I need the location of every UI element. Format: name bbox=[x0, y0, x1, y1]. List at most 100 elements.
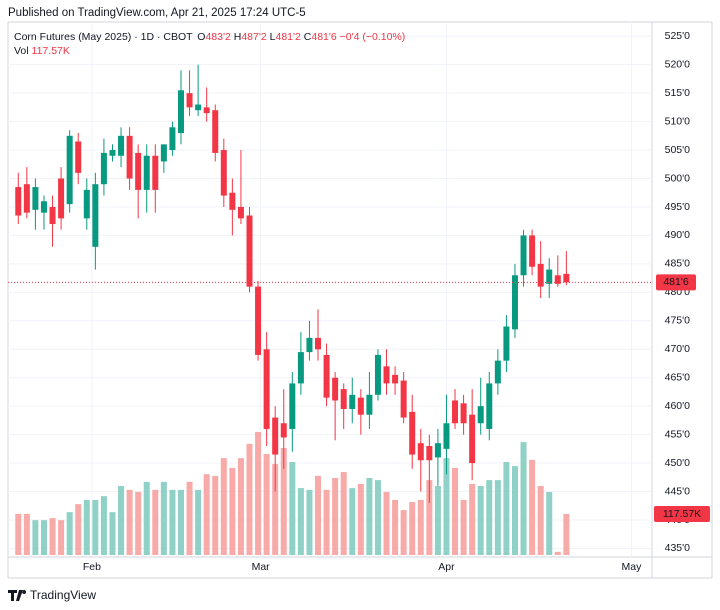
candle-body bbox=[460, 403, 467, 424]
candle-body bbox=[477, 406, 484, 424]
volume-bar bbox=[529, 459, 536, 555]
volume-bar bbox=[66, 512, 73, 555]
volume-bar bbox=[255, 432, 262, 555]
x-tick-label: Apr bbox=[438, 561, 455, 573]
candle-body bbox=[143, 155, 150, 190]
volume-bar bbox=[315, 475, 322, 555]
volume-bar bbox=[452, 467, 459, 555]
brand: TradingView bbox=[8, 588, 96, 602]
candle-body bbox=[494, 360, 501, 384]
volume-bar bbox=[237, 458, 244, 555]
volume-bar bbox=[177, 489, 184, 555]
candle-body bbox=[315, 337, 322, 350]
legend-label: O bbox=[197, 31, 205, 43]
candle-body bbox=[280, 423, 287, 438]
volume-bar bbox=[289, 461, 296, 555]
volume-bar bbox=[306, 489, 313, 555]
plot: 435'0440'0445'0450'0455'0460'0465'0470'0… bbox=[8, 22, 690, 573]
candle-body bbox=[452, 400, 459, 424]
candle-body bbox=[263, 349, 270, 429]
brand-name: TradingView bbox=[30, 588, 96, 602]
candle-body bbox=[66, 135, 73, 205]
candle-body bbox=[306, 337, 313, 353]
volume-bar bbox=[118, 486, 125, 555]
legend-label: H bbox=[234, 31, 242, 43]
volume-bar bbox=[109, 512, 116, 555]
x-tick-label: May bbox=[622, 561, 643, 573]
y-tick-label: 520'0 bbox=[665, 58, 691, 70]
y-tick-label: 470'0 bbox=[665, 343, 691, 355]
legend-change: −0'4 (−0.10%) bbox=[340, 31, 406, 43]
volume-bar bbox=[32, 520, 39, 555]
volume-bar bbox=[195, 489, 202, 555]
candle-body bbox=[374, 354, 381, 395]
volume-bar bbox=[537, 486, 544, 555]
volume-bar bbox=[357, 483, 364, 555]
y-tick-label: 505'0 bbox=[665, 144, 691, 156]
candle-body bbox=[289, 383, 296, 429]
x-tick-label: Mar bbox=[252, 561, 271, 573]
volume-bar bbox=[58, 520, 65, 555]
y-tick-label: 465'0 bbox=[665, 371, 691, 383]
candle-body bbox=[100, 152, 107, 185]
volume-bar bbox=[349, 488, 356, 555]
candle-body bbox=[434, 443, 441, 458]
candle-body bbox=[32, 187, 39, 210]
candle-body bbox=[186, 93, 193, 108]
y-tick-label: 510'0 bbox=[665, 115, 691, 127]
volume-bar bbox=[203, 474, 210, 555]
candle-body bbox=[554, 275, 561, 284]
y-tick-label: 485'0 bbox=[665, 258, 691, 270]
candle-body bbox=[152, 155, 159, 190]
candle-body bbox=[229, 192, 236, 210]
candle-body bbox=[426, 446, 433, 461]
volume-bar bbox=[126, 489, 133, 555]
volume-tag bbox=[654, 506, 710, 523]
volume-bar bbox=[169, 489, 176, 555]
volume-legend: Vol 117.57K bbox=[14, 45, 70, 57]
legend-label: L bbox=[270, 31, 276, 43]
legend-label: Vol bbox=[14, 45, 29, 57]
brand-logo bbox=[8, 590, 27, 601]
candle-body bbox=[366, 394, 373, 415]
candle-body bbox=[409, 411, 416, 455]
volume-bar bbox=[409, 502, 416, 555]
candle-body bbox=[469, 414, 476, 464]
candle-body bbox=[58, 178, 65, 219]
volume-bar bbox=[434, 486, 441, 555]
volume-bar bbox=[383, 491, 390, 555]
volume-bar bbox=[40, 520, 47, 555]
candle-body bbox=[23, 184, 30, 213]
candle-body bbox=[272, 417, 279, 455]
x-tick-label: Feb bbox=[83, 561, 101, 573]
volume-bar bbox=[486, 480, 493, 555]
candle-body bbox=[400, 380, 407, 418]
candle-body bbox=[246, 215, 253, 287]
volume-bar bbox=[220, 458, 227, 555]
volume-bar bbox=[49, 518, 56, 555]
candle-body bbox=[340, 389, 347, 410]
volume-bar bbox=[75, 504, 82, 555]
candle-body bbox=[383, 366, 390, 384]
volume-bar bbox=[332, 477, 339, 555]
candle-body bbox=[486, 383, 493, 429]
candle-body bbox=[40, 201, 47, 213]
volume-bar bbox=[374, 480, 381, 555]
candle-body bbox=[349, 394, 356, 410]
volume-bar bbox=[469, 483, 476, 555]
volume-bar bbox=[280, 448, 287, 555]
candle-body bbox=[503, 326, 510, 361]
candle-body bbox=[203, 107, 210, 114]
volume-bar bbox=[15, 513, 22, 555]
candle-body bbox=[392, 374, 399, 384]
volume-bar bbox=[83, 499, 90, 555]
volume-bar bbox=[152, 489, 159, 555]
candle-body bbox=[135, 152, 142, 190]
volume-bar bbox=[494, 480, 501, 555]
volume-bar bbox=[186, 481, 193, 555]
candle-body bbox=[237, 206, 244, 219]
candle-body bbox=[160, 144, 167, 162]
published-note: Published on TradingView.com, Apr 21, 20… bbox=[8, 7, 306, 19]
candle-body bbox=[118, 135, 125, 156]
